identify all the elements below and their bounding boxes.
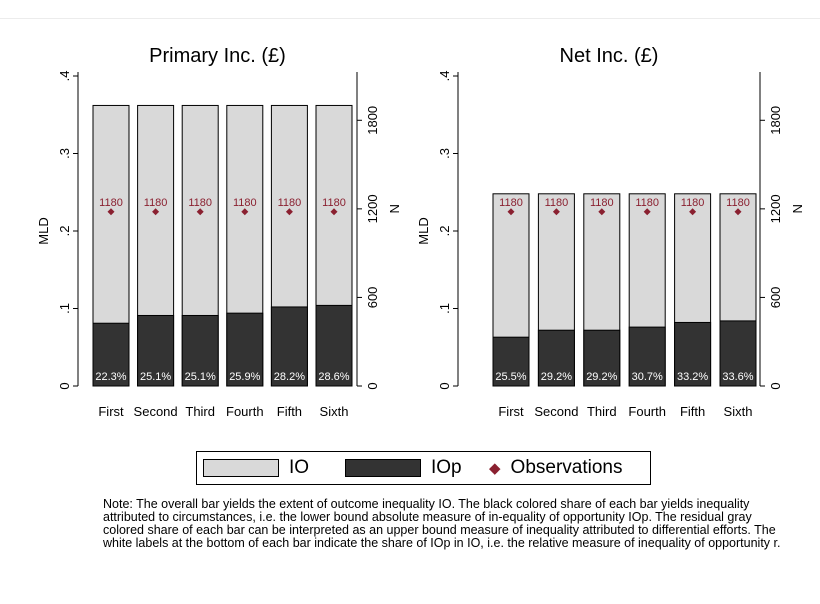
observation-label: 1180 <box>726 197 750 209</box>
charts-area: Primary Inc. (£) .4 .3 .2 .1 0 MLD 1800 1200 600 0… <box>36 45 805 419</box>
observation-marker <box>107 208 115 216</box>
observation-label: 1180 <box>188 197 212 209</box>
iop-bar <box>270 306 308 387</box>
iop-bar <box>92 322 130 387</box>
y-tick-label-left: .4 <box>437 71 452 82</box>
y-tick-label-right: 600 <box>365 287 380 309</box>
y-tick-label-left: .3 <box>437 148 452 159</box>
iop-bar <box>719 320 757 387</box>
y-axis-title-right: N <box>790 204 805 213</box>
iop-bar <box>537 329 575 387</box>
observation-label: 1180 <box>233 197 257 209</box>
y-tick-label-left: .2 <box>57 226 72 237</box>
share-label: 25.1% <box>185 371 216 383</box>
iop-bar <box>137 314 175 387</box>
legend-label-iop: IOp <box>431 457 462 478</box>
legend-swatch-iop <box>345 459 421 477</box>
x-category-label: Second <box>134 404 178 419</box>
share-label: 29.2% <box>586 371 617 383</box>
legend-item-iop: IOp <box>345 452 462 484</box>
observation-marker <box>330 208 338 216</box>
share-label: 25.1% <box>140 371 171 383</box>
observation-label: 1180 <box>635 197 659 209</box>
x-category-label: Fourth <box>226 404 264 419</box>
legend-item-io: IO <box>203 452 309 484</box>
observation-marker <box>643 208 651 216</box>
share-label: 28.2% <box>274 371 305 383</box>
y-tick-label-right: 600 <box>768 287 783 309</box>
y-tick-label-right: 0 <box>768 382 783 389</box>
legend-label-observations: Observations <box>510 457 623 478</box>
iop-bar <box>181 314 219 387</box>
panel-title: Net Inc. (£) <box>560 45 659 67</box>
y-axis-title-left: MLD <box>416 217 431 244</box>
iop-bar <box>492 336 530 387</box>
observation-label: 1180 <box>99 197 123 209</box>
observation-marker <box>152 208 160 216</box>
y-tick-label-left: 0 <box>437 382 452 389</box>
observation-label: 1180 <box>545 197 569 209</box>
y-tick-label-right: 1200 <box>768 194 783 223</box>
observation-marker <box>507 208 515 216</box>
observation-marker <box>285 208 293 216</box>
y-tick-label-left: .1 <box>437 303 452 314</box>
x-category-label: Fifth <box>680 404 705 419</box>
observation-marker <box>598 208 606 216</box>
observation-label: 1180 <box>144 197 168 209</box>
share-label: 33.2% <box>677 371 708 383</box>
observation-label: 1180 <box>590 197 614 209</box>
legend-item-observations: ◆ Observations <box>489 452 623 484</box>
y-tick-label-right: 1800 <box>768 106 783 135</box>
observation-label: 1180 <box>322 197 346 209</box>
share-label: 28.6% <box>318 371 349 383</box>
share-label: 30.7% <box>632 371 663 383</box>
legend-label-io: IO <box>289 457 310 478</box>
x-category-label: Sixth <box>320 404 349 419</box>
share-label: 22.3% <box>95 371 126 383</box>
share-label: 25.5% <box>495 371 526 383</box>
y-axis-title-left: MLD <box>36 217 51 244</box>
share-label: 25.9% <box>229 371 260 383</box>
legend-swatch-io <box>203 459 279 477</box>
iop-bar <box>628 326 666 387</box>
y-axis-title-right: N <box>387 204 402 213</box>
note-text: Note: The overall bar yields the extent … <box>103 497 781 550</box>
observation-marker <box>734 208 742 216</box>
x-category-label: Fifth <box>277 404 302 419</box>
y-tick-label-left: .3 <box>57 148 72 159</box>
observation-label: 1180 <box>278 197 302 209</box>
iop-bar <box>226 312 264 387</box>
x-category-label: Third <box>185 404 215 419</box>
y-tick-label-left: .1 <box>57 303 72 314</box>
y-tick-label-left: .4 <box>57 71 72 82</box>
share-label: 33.6% <box>722 371 753 383</box>
iop-bar <box>315 304 353 387</box>
x-category-label: First <box>498 404 524 419</box>
share-label: 29.2% <box>541 371 572 383</box>
observation-label: 1180 <box>499 197 523 209</box>
iop-bar <box>674 321 712 387</box>
legend-marker-observations: ◆ <box>489 460 501 477</box>
x-category-label: Fourth <box>628 404 666 419</box>
y-tick-label-left: 0 <box>57 382 72 389</box>
iop-bar <box>583 329 621 387</box>
x-category-label: Sixth <box>724 404 753 419</box>
panel-title: Primary Inc. (£) <box>149 45 286 67</box>
x-category-label: First <box>98 404 124 419</box>
observation-marker <box>196 208 204 216</box>
observation-marker <box>552 208 560 216</box>
y-tick-label-left: .2 <box>437 226 452 237</box>
observation-marker <box>241 208 249 216</box>
y-tick-label-right: 1200 <box>365 194 380 223</box>
observation-marker <box>689 208 697 216</box>
y-tick-label-right: 0 <box>365 382 380 389</box>
top-divider <box>0 18 820 19</box>
y-tick-label-right: 1800 <box>365 106 380 135</box>
x-category-label: Third <box>587 404 617 419</box>
observation-label: 1180 <box>681 197 705 209</box>
x-category-label: Second <box>534 404 578 419</box>
legend: IO IOp ◆ Observations <box>196 451 651 485</box>
